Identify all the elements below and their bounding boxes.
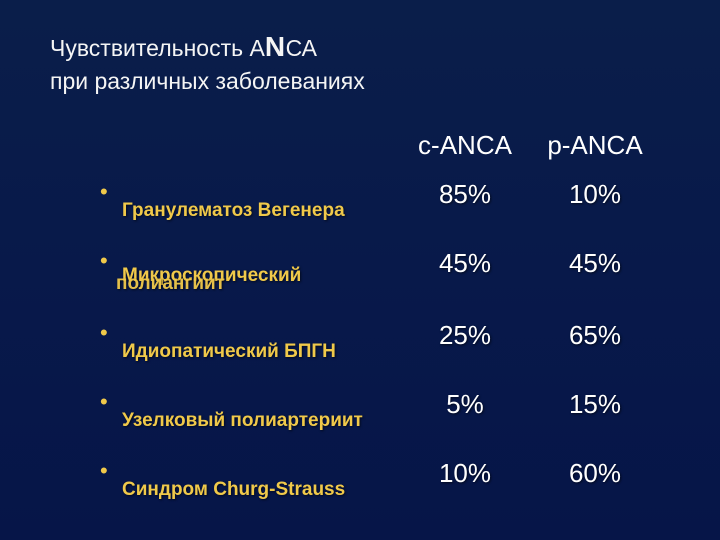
disease-label: Узелковый полиартериит	[122, 389, 400, 431]
table-row: • Микроскопический полиангиит 45% 45%	[100, 248, 660, 306]
disease-line2: полиангиит	[116, 273, 225, 294]
p-anca-value: 15%	[530, 389, 660, 417]
table-row: • Идиопатический БПГН 25% 65%	[100, 320, 660, 375]
table-row: • Синдром Churg-Strauss 10% 60%	[100, 458, 660, 513]
title-line1-post: СА	[286, 35, 317, 61]
c-anca-value: 45%	[400, 248, 530, 276]
table-row: • Узелковый полиартериит 5% 15%	[100, 389, 660, 444]
table-row: • Гранулематоз Вегенера 85% 10%	[100, 179, 660, 234]
disease-label: Идиопатический БПГН	[122, 320, 400, 362]
disease-label: Синдром Churg-Strauss	[122, 458, 400, 500]
p-anca-value: 65%	[530, 320, 660, 348]
column-header-p-anca: p-ANCA	[530, 130, 660, 161]
table-header-row: c-ANCA p-ANCA	[100, 130, 660, 161]
title-line2: при различных заболеваниях	[50, 68, 365, 94]
p-anca-value: 60%	[530, 458, 660, 486]
bullet-icon: •	[100, 248, 122, 272]
p-anca-value: 10%	[530, 179, 660, 207]
p-anca-value: 45%	[530, 248, 660, 276]
disease-label: Гранулематоз Вегенера	[122, 179, 400, 221]
column-header-c-anca: c-ANCA	[400, 130, 530, 161]
bullet-icon: •	[100, 458, 122, 482]
c-anca-value: 5%	[400, 389, 530, 417]
slide-title: Чувствительность АNСА при различных забо…	[50, 28, 365, 97]
sensitivity-table: c-ANCA p-ANCA • Гранулематоз Вегенера 85…	[100, 130, 660, 527]
bullet-icon: •	[100, 389, 122, 413]
c-anca-value: 85%	[400, 179, 530, 207]
bullet-icon: •	[100, 179, 122, 203]
c-anca-value: 25%	[400, 320, 530, 348]
disease-label: Микроскопический полиангиит	[122, 248, 400, 306]
title-line1-pre: Чувствительность А	[50, 35, 265, 61]
bullet-icon: •	[100, 320, 122, 344]
c-anca-value: 10%	[400, 458, 530, 486]
title-line1-n: N	[265, 31, 286, 62]
